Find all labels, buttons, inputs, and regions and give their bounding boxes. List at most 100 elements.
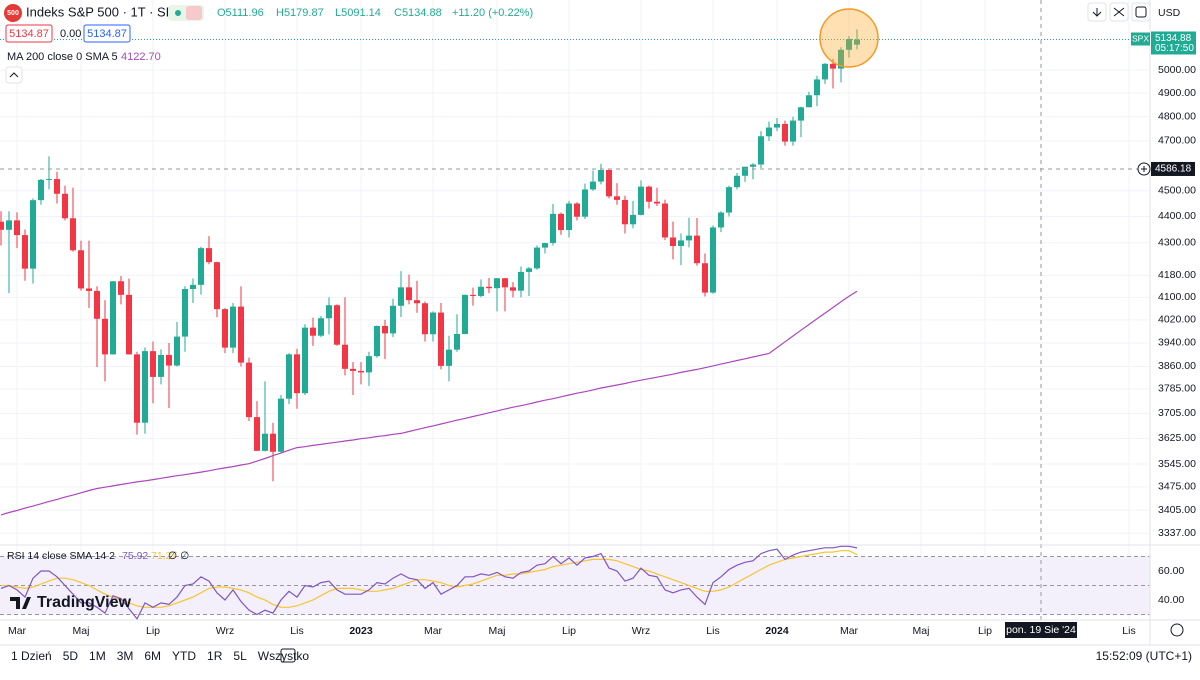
candle-body	[414, 300, 420, 304]
y-tick-label: 3625.00	[1158, 432, 1196, 444]
highlight-circle	[819, 8, 879, 68]
candle-body	[398, 287, 404, 306]
grid	[0, 0, 1150, 620]
range-button[interactable]: 5L	[233, 649, 247, 663]
candle-body	[22, 235, 28, 269]
x-tick-label: 2024	[765, 625, 789, 637]
y-tick-label: 4100.00	[1158, 291, 1196, 303]
y-tick-label: 3860.00	[1158, 360, 1196, 372]
candle-body	[6, 220, 12, 230]
symbol-tag-text: SPX	[1132, 34, 1149, 44]
tv-logo: TradingView	[37, 594, 132, 611]
logo-text: 500	[7, 10, 19, 17]
candle-body	[390, 305, 396, 334]
candle-body	[198, 248, 204, 285]
rsi-name: RSI 14 close SMA 14 2	[7, 550, 115, 562]
candle-body	[494, 278, 500, 289]
crosshair-y-label: 4586.18	[1155, 164, 1192, 175]
candle-body	[838, 49, 844, 69]
candle-body	[718, 212, 724, 228]
status-dot	[175, 10, 181, 16]
range-button[interactable]: 5D	[63, 649, 79, 663]
candle-body	[366, 356, 372, 373]
range-button[interactable]: 1R	[207, 649, 223, 663]
y-tick-label: 3337.00	[1158, 527, 1196, 539]
candle-body	[486, 286, 492, 289]
candle-body	[830, 63, 836, 69]
candle-body	[670, 237, 676, 246]
x-tick-label: 2023	[349, 625, 373, 637]
candle-body	[590, 181, 596, 190]
candle-body	[502, 278, 508, 288]
candle-body	[78, 250, 84, 289]
candle-body	[846, 39, 852, 50]
calendar-button[interactable]	[280, 648, 296, 663]
x-tick-label: Wrz	[216, 625, 234, 637]
refresh-button[interactable]	[1131, 2, 1151, 22]
candle-body	[230, 306, 236, 348]
candle-body	[182, 289, 188, 337]
candle-body	[246, 362, 252, 418]
candle-body	[598, 170, 604, 182]
ask-box[interactable]	[83, 24, 131, 43]
settings-button[interactable]	[1170, 623, 1184, 637]
candle-body	[614, 196, 620, 200]
ma-value: 4122.70	[121, 51, 161, 63]
rsi-value: 75.92	[122, 550, 148, 562]
range-button[interactable]: Wszystko	[258, 649, 310, 663]
range-button[interactable]: YTD	[172, 649, 196, 663]
bid-box[interactable]	[5, 24, 53, 43]
y-tick-label: 3785.00	[1158, 383, 1196, 395]
candle-body	[470, 294, 476, 296]
rsi-tick-label: 40.00	[1158, 594, 1184, 606]
candle-body	[774, 123, 780, 128]
rsi-tick-label: 60.00	[1158, 565, 1184, 577]
candle-body	[726, 187, 732, 213]
y-tick-label: 5000.00	[1158, 64, 1196, 76]
candle-body	[118, 281, 124, 295]
status-icon	[186, 6, 202, 20]
high: H5179.87	[276, 7, 324, 19]
candle-body	[662, 203, 668, 238]
ranges: 1 Dzień 5D 1M 3M 6M YTD 1R 5L Wszystko	[11, 649, 309, 663]
crosshair-x-tag	[1005, 622, 1077, 638]
tv-logo-icon	[10, 597, 31, 609]
collapse-button[interactable]	[5, 66, 23, 84]
crosshair-y-tag	[1151, 161, 1195, 176]
candle-body	[734, 175, 740, 188]
candle-body	[806, 95, 812, 108]
candle-body	[174, 336, 180, 366]
candle-body	[694, 235, 700, 264]
y-tick-label: 4020.00	[1158, 314, 1196, 326]
candle-body	[430, 312, 436, 335]
symbol-tag	[1131, 32, 1150, 46]
candle-body	[558, 213, 564, 231]
candle-body	[38, 179, 44, 201]
y-tick-label: 3940.00	[1158, 337, 1196, 349]
candle-body	[382, 325, 388, 334]
y-tick-label: 4800.00	[1158, 111, 1196, 123]
candle-body	[814, 79, 820, 96]
candle-body	[46, 179, 52, 181]
candle-body	[318, 318, 324, 336]
range-button[interactable]: 3M	[117, 649, 134, 663]
candle-body	[54, 179, 60, 194]
candle-body	[278, 398, 284, 452]
rsi-sma-line	[1, 550, 858, 608]
candle-body	[190, 284, 196, 290]
candle-body	[102, 318, 108, 355]
candle-body	[110, 281, 116, 355]
candle-body	[262, 433, 268, 451]
range-button[interactable]: 1M	[89, 649, 106, 663]
range-button[interactable]: 1 Dzień	[11, 649, 52, 663]
candle-body	[358, 370, 364, 373]
candle-body	[782, 123, 788, 142]
currency[interactable]: USD	[1158, 7, 1181, 19]
range-button[interactable]: 6M	[144, 649, 161, 663]
x-tick-label: Maj	[73, 625, 90, 637]
symbol: Indeks S&P 500 · 1T · SP	[26, 4, 174, 19]
ask: 5134.87	[87, 28, 127, 40]
x-tick-label: Lip	[978, 625, 992, 637]
candle-body	[270, 433, 276, 452]
